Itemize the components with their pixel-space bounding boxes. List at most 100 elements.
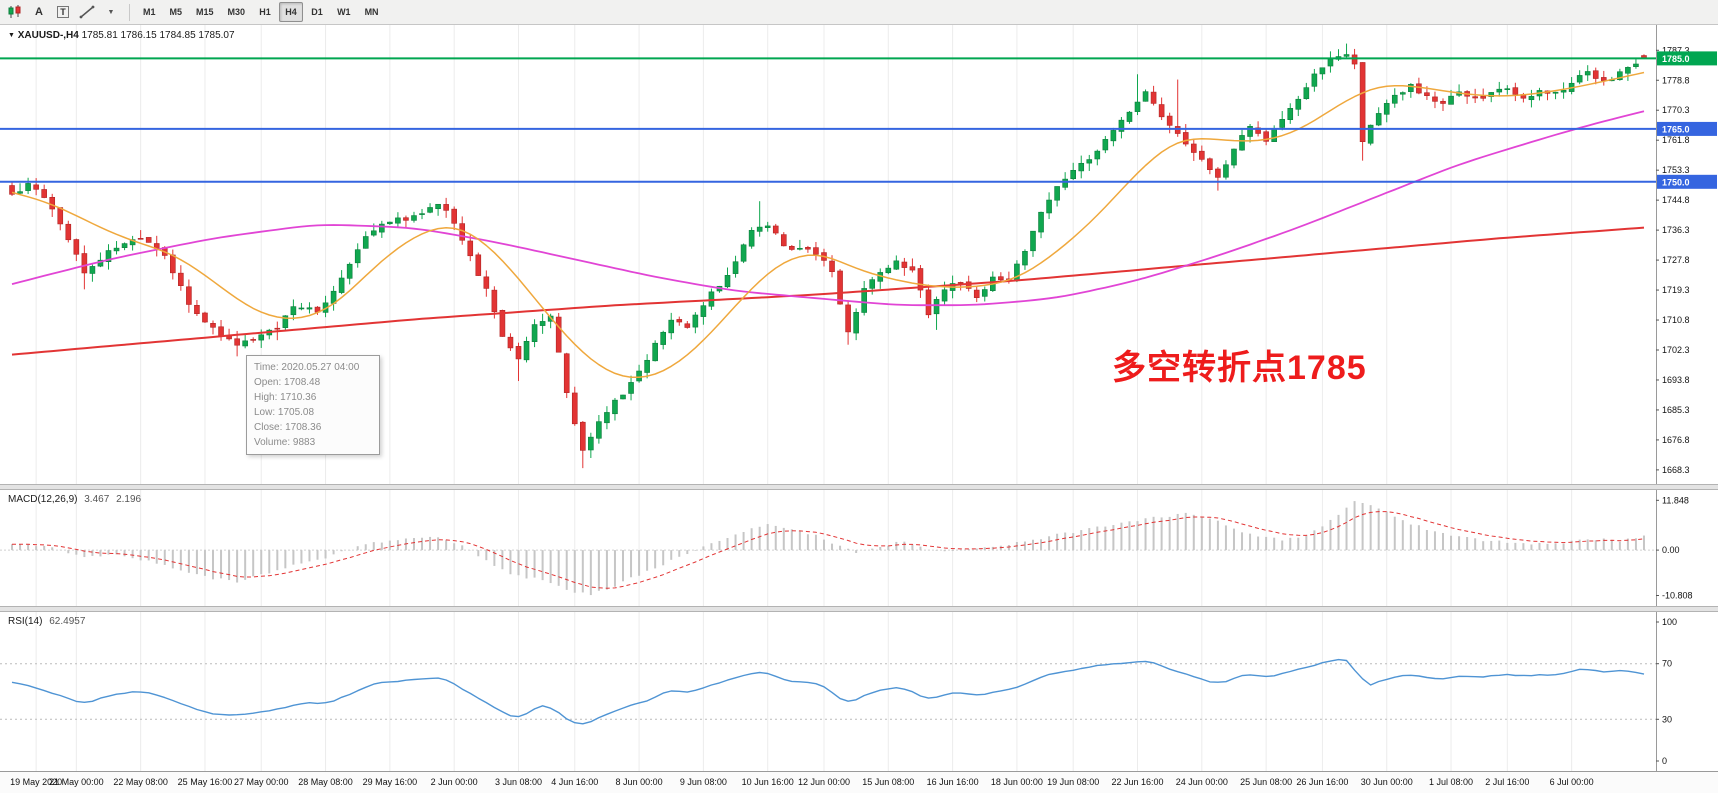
time-axis-label: 2 Jul 16:00: [1485, 777, 1530, 787]
timeframe-button-w1[interactable]: W1: [337, 7, 351, 17]
symbol-dropdown-icon[interactable]: ▼: [8, 32, 15, 39]
axis-tick-label: 1753.3: [1662, 165, 1690, 175]
time-axis-label: 27 May 00:00: [233, 777, 289, 787]
macd-value-signal: 2.196: [116, 494, 142, 505]
toolbar: A T ▼ M1 M5 M15 M30 H1 H4 D1 W1 MN: [0, 0, 1718, 25]
time-axis-label: 21 May 00:00: [49, 777, 104, 787]
axis-tick-label: 70: [1662, 659, 1672, 669]
axis-tick-label: -10.808: [1662, 591, 1693, 601]
price-axis[interactable]: 1787.3 1778.8 1770.3 1761.8 1753.3 1744.8 1736…: [1656, 45, 1717, 475]
time-axis-label: 25 May 16:00: [177, 777, 233, 787]
timeframe-button-m15[interactable]: M15: [196, 7, 214, 17]
macd-label: MACD(12,26,9) 3.467 2.196: [8, 494, 141, 505]
axis-tick-label: 1693.8: [1662, 375, 1690, 385]
tooltip-line: High: 1710.36: [254, 392, 317, 403]
price-chart-canvas[interactable]: 1787.3 1778.8 1770.3 1761.8 1753.3 1744.8 1736…: [0, 25, 1718, 484]
time-axis-label: 26 Jun 16:00: [1296, 777, 1349, 787]
time-axis-label: 15 Jun 08:00: [862, 777, 915, 787]
axis-tick-label: 1761.8: [1662, 135, 1690, 145]
price-line-badge-label: 1750.0: [1662, 177, 1690, 187]
grid-lines: [35, 490, 1573, 606]
rsi-panel-canvas[interactable]: 100 70 30 0: [0, 612, 1718, 771]
time-axis-label: 16 Jun 16:00: [926, 777, 979, 787]
time-axis-label: 19 May 2020: [10, 777, 63, 787]
time-axis-label: 1 Jul 08:00: [1429, 777, 1474, 787]
timeframe-button-mn[interactable]: MN: [364, 7, 379, 17]
orange-ma-line[interactable]: [11, 71, 1645, 379]
cursor-a-icon[interactable]: A: [35, 6, 43, 18]
price-line-badge-label: 1765.0: [1662, 124, 1690, 134]
text-tool-icon[interactable]: T: [52, 2, 74, 22]
axis-tick-label: 1778.8: [1662, 75, 1690, 85]
red-ma-line[interactable]: [11, 226, 1645, 356]
chart-title-ohlc: 1785.81 1786.15 1784.85 1785.07: [81, 30, 235, 41]
time-axis-label: 6 Jul 00:00: [1549, 777, 1594, 787]
tooltip-line: Volume: 9883: [254, 437, 316, 448]
axis-tick-label: 1770.3: [1662, 105, 1690, 115]
magenta-ma-line[interactable]: [11, 110, 1645, 307]
axis-tick-label: 1668.3: [1662, 465, 1690, 475]
axis-tick-label: 1719.3: [1662, 285, 1690, 295]
time-axis-label: 25 Jun 08:00: [1240, 777, 1293, 787]
axis-tick-label: 1787.3: [1662, 45, 1690, 55]
chart-title-symbol: XAUUSD-,H4: [17, 30, 79, 41]
rsi-label: RSI(14) 62.4957: [8, 616, 85, 627]
horizontal-lines[interactable]: [0, 57, 1656, 183]
time-axis-label: 10 Jun 16:00: [741, 777, 794, 787]
toolbar-separator: [129, 3, 130, 21]
tooltip-line: Low: 1705.08: [254, 407, 315, 418]
axis-tick-label: 0.00: [1662, 545, 1680, 555]
axis-tick-label: 11.848: [1662, 495, 1689, 505]
timeframe-button-h1[interactable]: H1: [259, 7, 271, 17]
axis-tick-label: 1736.3: [1662, 225, 1690, 235]
macd-value-main: 3.467: [84, 494, 110, 505]
macd-panel-canvas[interactable]: 11.848 0.00 -10.808: [0, 490, 1718, 606]
axis-tick-label: 1685.3: [1662, 405, 1690, 415]
axis-tick-label: 0: [1662, 756, 1667, 766]
macd-label-name: MACD(12,26,9): [8, 494, 78, 505]
macd-histogram: [11, 501, 1645, 596]
tooltip-line: Open: 1708.48: [254, 377, 321, 388]
trendline-tool-icon[interactable]: [76, 2, 98, 22]
time-axis-label: 9 Jun 08:00: [679, 777, 727, 787]
price-line-badge: [1657, 121, 1717, 136]
time-axis-label: 29 May 16:00: [362, 777, 418, 787]
time-axis-label: 12 Jun 00:00: [797, 777, 850, 787]
candlestick-chart-icon[interactable]: [4, 2, 26, 22]
time-axis-label: 4 Jun 16:00: [551, 777, 599, 787]
time-axis-label: 3 Jun 08:00: [494, 777, 543, 787]
macd-splitter[interactable]: [0, 484, 1718, 490]
price-line-badge: [1657, 174, 1717, 189]
timeframe-button-m5[interactable]: M5: [169, 7, 183, 17]
timeframe-button-d1[interactable]: D1: [311, 7, 323, 17]
axis-tick-label: 1744.8: [1662, 195, 1690, 205]
timeframe-button-m1[interactable]: M1: [143, 7, 156, 17]
data-window-tooltip: Time: 2020.05.27 04:00 Open: 1708.48 High:…: [246, 355, 380, 455]
time-axis-label: 8 Jun 00:00: [615, 777, 663, 787]
rsi-axis[interactable]: 100 70 30 0: [1656, 617, 1677, 766]
time-axis[interactable]: 19 May 2020 21 May 00:00 22 May 08:00 25 Ma…: [0, 771, 1718, 793]
timeframe-buttons: M1 M5 M15 M30 H1 H4 D1 W1 MN: [137, 2, 385, 22]
time-axis-label: 18 Jun 00:00: [990, 777, 1043, 787]
time-axis-label: 22 Jun 16:00: [1111, 777, 1164, 787]
annotation-text[interactable]: 多空转折点1785: [1112, 349, 1367, 387]
timeframe-button-h4[interactable]: H4: [279, 2, 304, 22]
price-line-badge: [1657, 51, 1717, 66]
timeframe-button-m30[interactable]: M30: [227, 7, 246, 17]
axis-tick-label: 1727.8: [1662, 255, 1690, 265]
time-axis-label: 24 Jun 00:00: [1175, 777, 1228, 787]
chart-title: ▼ XAUUSD-,H4 1785.81 1786.15 1784.85 178…: [8, 30, 235, 41]
price-line-badge-label: 1785.0: [1662, 54, 1690, 64]
time-axis-label: 2 Jun 00:00: [430, 777, 478, 787]
time-axis-label: 19 Jun 08:00: [1047, 777, 1100, 787]
dropdown-caret-icon[interactable]: ▼: [107, 8, 115, 16]
grid-lines: [35, 25, 1573, 484]
axis-tick-label: 1676.8: [1662, 435, 1690, 445]
rsi-splitter[interactable]: [0, 606, 1718, 612]
macd-axis[interactable]: 11.848 0.00 -10.808: [1656, 495, 1693, 601]
toolbar-icons: A T ▼: [4, 2, 122, 22]
rsi-line: [11, 658, 1645, 725]
macd-signal-line: [12, 511, 1645, 589]
time-axis-label: 28 May 08:00: [298, 777, 353, 787]
